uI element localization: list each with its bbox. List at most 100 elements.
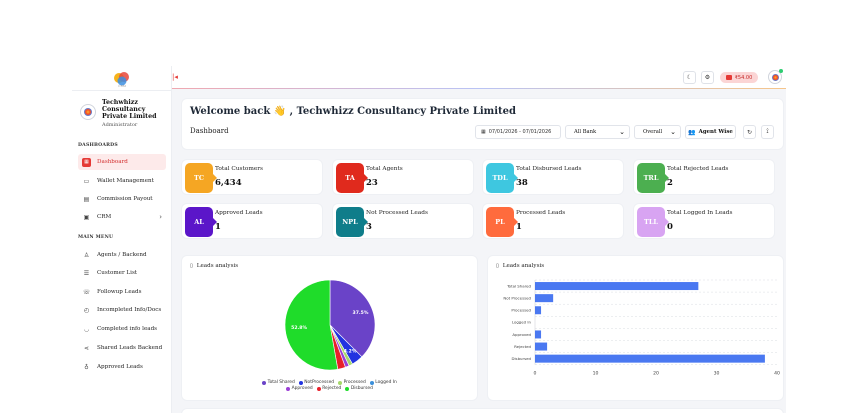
wallet-amount: ₹54.00	[734, 74, 753, 81]
bar-chart: Total Shared Not Processed Processed Logged…	[503, 279, 780, 377]
theme-toggle-button[interactable]: ☾	[683, 71, 696, 84]
legend-item[interactable]: Total Shared	[262, 380, 295, 385]
user-icon: ♙	[83, 251, 90, 259]
legend-item[interactable]: Processed	[338, 380, 366, 385]
stat-card[interactable]: TLL Total Logged In Leads 0	[633, 203, 775, 239]
wallet-balance-button[interactable]: ₹54.00	[720, 72, 758, 83]
chevron-down-icon: ⌄	[619, 128, 625, 136]
legend-swatch	[286, 386, 291, 391]
bar-x-tick-label: 30	[714, 371, 720, 377]
date-range-value: 07/01/2026 - 07/01/2026	[488, 129, 552, 135]
date-range-picker[interactable]: ▦ 07/01/2026 - 07/01/2026	[475, 125, 561, 139]
bar-disbursed[interactable]	[535, 354, 765, 363]
stat-value: 1	[516, 222, 522, 232]
sidebar-item-agents-backend[interactable]: ♙ Agents / Backend	[78, 247, 166, 263]
chart-icon: ▯	[496, 263, 499, 269]
legend-swatch	[369, 380, 374, 385]
pie-slice-total-shared[interactable]	[329, 279, 376, 358]
bar-category-label: Rejected	[514, 344, 531, 349]
stat-card[interactable]: PL Processed Leads 1	[482, 203, 624, 239]
legend-swatch	[316, 386, 321, 391]
sidebar-item-customer-list[interactable]: ☰ Customer List	[78, 265, 166, 281]
legend-item[interactable]: NotProcessed	[298, 380, 335, 385]
bar-x-tick-label: 20	[653, 371, 659, 377]
refresh-icon: ↻	[746, 128, 753, 136]
bar-total-shared[interactable]	[535, 282, 699, 291]
welcome-title: Welcome back 👋 , Techwhizz Consultancy P…	[190, 106, 517, 117]
followup-icon: ☏	[82, 288, 91, 296]
dashboard-icon: ▦	[82, 157, 91, 167]
sidebar-item-shared-leads-backend[interactable]: ⋖ Shared Leads Backend	[78, 340, 166, 356]
sidebar-item-dashboard[interactable]: ▦ Dashboard	[78, 154, 166, 170]
sidebar-item-incompleted-info[interactable]: ◴ Incompleted Info/Docs	[78, 302, 166, 318]
gear-icon: ⚙	[704, 74, 711, 81]
stat-card[interactable]: NPL Not Processed Leads 3	[332, 203, 474, 239]
stat-card[interactable]: TA Total Agents 23	[332, 159, 474, 195]
stat-label: Total Agents	[366, 166, 403, 172]
legend-item[interactable]: Approved	[286, 386, 313, 391]
sidebar-item-wallet-management[interactable]: ▭ Wallet Management	[78, 173, 166, 189]
chart-icon: ▯	[190, 263, 193, 269]
stat-badge: TA	[336, 163, 368, 193]
scope-select-value: Overall	[643, 129, 663, 135]
filter-icon: ⟟	[766, 128, 769, 135]
pie-slice-disbursed[interactable]	[284, 279, 339, 371]
legend-item[interactable]: Disbursed	[345, 386, 373, 391]
sidebar-item-label: Shared Leads Backend	[97, 345, 163, 351]
brand-logo-icon[interactable]	[112, 70, 132, 88]
stat-badge: TDL	[486, 163, 518, 193]
thumbs-up-icon: ♁	[84, 363, 89, 371]
bar-category-label: Processed	[511, 308, 531, 313]
legend-label: Processed	[343, 380, 366, 385]
legend-swatch	[298, 380, 303, 385]
users-icon: 👥	[688, 128, 696, 136]
reset-filter-button[interactable]: ⟟	[761, 125, 774, 139]
refresh-button[interactable]: ↻	[743, 125, 756, 139]
bar-x-tick-label: 40	[774, 371, 780, 377]
legend-item[interactable]: Logged In	[369, 380, 397, 385]
calendar-icon: ▦	[481, 129, 486, 135]
legend-item[interactable]: Rejected	[316, 386, 342, 391]
pie-chart-title-text: Leads analysis	[196, 263, 239, 269]
scope-select[interactable]: Overall ⌄	[634, 125, 681, 139]
wallet-icon	[725, 75, 732, 80]
sidebar-item-approved-leads[interactable]: ♁ Approved Leads	[78, 359, 166, 375]
sidebar-item-crm[interactable]: ▣ CRM ›	[78, 209, 166, 225]
sidebar-item-label: Incompleted Info/Docs	[97, 307, 162, 313]
collapse-sidebar-icon[interactable]: |◂	[172, 73, 178, 81]
stat-card[interactable]: TC Total Customers 6,434	[181, 159, 323, 195]
sidebar-profile[interactable]: Techwhizz Consultancy Private Limited Ad…	[80, 99, 170, 129]
sidebar-item-commission-payout[interactable]: ▤ Commission Payout	[78, 191, 166, 207]
pie-chart: 37.5% 4.2% 52.8%	[284, 279, 376, 371]
user-avatar[interactable]	[768, 70, 782, 84]
stat-card[interactable]: AL Approved Leads 1	[181, 203, 323, 239]
bar-category-label: Logged In	[512, 320, 532, 325]
legend-label: NotProcessed	[304, 380, 335, 385]
bar-not-processed[interactable]	[535, 294, 554, 303]
stat-value: 2	[667, 178, 673, 188]
bar-processed[interactable]	[535, 306, 542, 315]
list-icon: ☰	[83, 269, 90, 277]
legend-label: Rejected	[322, 386, 342, 391]
stat-card[interactable]: TDL Total Disbursed Leads 38	[482, 159, 624, 195]
page-title: Dashboard	[190, 127, 229, 135]
stat-value: 23	[366, 178, 378, 188]
sidebar-item-label: Approved Leads	[97, 364, 143, 370]
stat-value: 1	[215, 222, 221, 232]
stat-value: 38	[516, 178, 528, 188]
bar-category-label: Not Processed	[503, 295, 531, 300]
stat-card[interactable]: TRL Total Rejected Leads 2	[633, 159, 775, 195]
bar-approved[interactable]	[535, 330, 542, 339]
agent-wise-button[interactable]: 👥 Agent Wise	[685, 125, 736, 139]
stat-value: 0	[667, 222, 673, 232]
sidebar-item-followup-leads[interactable]: ☏ Followup Leads	[78, 284, 166, 300]
stat-label: Not Processed Leads	[366, 210, 428, 216]
bank-select[interactable]: All Bank ⌄	[565, 125, 630, 139]
bar-rejected[interactable]	[535, 342, 548, 351]
sidebar-item-label: Dashboard	[97, 159, 128, 165]
legend-label: Logged In	[375, 380, 397, 385]
settings-button[interactable]: ⚙	[701, 71, 714, 84]
welcome-card: Welcome back 👋 , Techwhizz Consultancy P…	[181, 98, 784, 150]
sidebar-item-completed-info[interactable]: ◡ Completed info leads	[78, 321, 166, 337]
share-icon: ⋖	[83, 344, 90, 352]
